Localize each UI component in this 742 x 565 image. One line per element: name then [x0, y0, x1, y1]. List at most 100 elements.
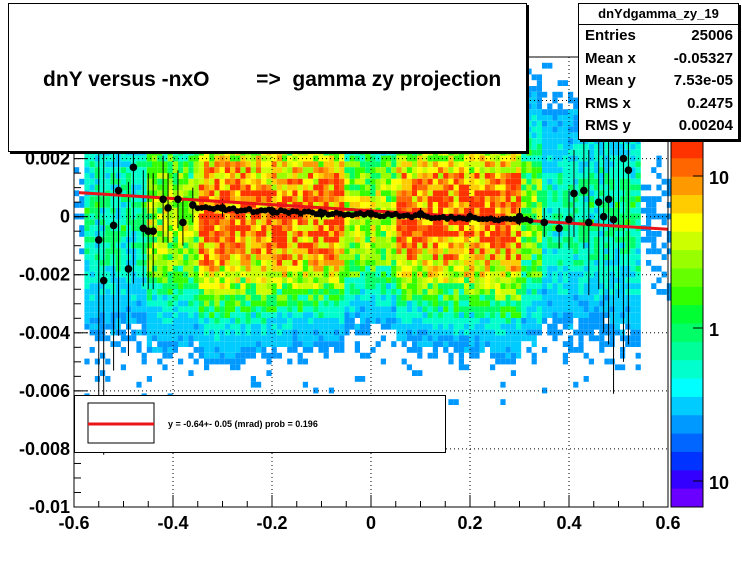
heatmap-cell: [219, 312, 225, 318]
heatmap-cell: [380, 300, 386, 307]
heatmap-cell: [536, 271, 542, 278]
heatmap-cell: [630, 219, 636, 226]
heatmap-cell: [287, 294, 293, 301]
heatmap-cell: [360, 202, 366, 208]
heatmap-cell: [224, 161, 230, 168]
heatmap-cell: [417, 294, 423, 301]
heatmap-cell: [84, 196, 90, 202]
heatmap-cell: [224, 289, 230, 295]
heatmap-cell: [188, 370, 194, 376]
heatmap-cell: [552, 277, 558, 284]
heatmap-cell: [505, 341, 511, 347]
heatmap-cell: [266, 289, 272, 295]
heatmap-cell: [630, 196, 636, 202]
heatmap-cell: [500, 265, 506, 272]
heatmap-cell: [146, 265, 152, 272]
heatmap-cell: [339, 318, 345, 324]
heatmap-cell: [178, 207, 184, 214]
heatmap-cell: [230, 277, 236, 284]
heatmap-cell: [521, 155, 527, 162]
heatmap-cell: [448, 306, 454, 313]
heatmap-cell: [432, 341, 438, 347]
heatmap-cell: [94, 167, 100, 173]
heatmap-cell: [417, 196, 423, 202]
heatmap-cell: [193, 283, 199, 289]
heatmap-cell: [635, 352, 641, 359]
heatmap-cell: [146, 271, 152, 278]
heatmap-cell: [292, 347, 298, 353]
heatmap-cell: [219, 173, 225, 179]
heatmap-cell: [297, 155, 303, 162]
heatmap-cell: [453, 335, 459, 342]
heatmap-cell: [630, 271, 636, 278]
heatmap-cell: [536, 178, 542, 185]
heatmap-cell: [354, 260, 360, 266]
heatmap-cell: [256, 173, 262, 179]
heatmap-cell: [505, 242, 511, 249]
heatmap-cell: [339, 347, 345, 353]
heatmap-cell: [578, 329, 584, 336]
heatmap-cell: [391, 231, 397, 237]
heatmap-cell: [599, 167, 605, 173]
heatmap-cell: [438, 190, 444, 197]
heatmap-cell: [370, 312, 376, 318]
heatmap-cell: [505, 155, 511, 162]
heatmap-cell: [146, 341, 152, 347]
heatmap-cell: [334, 202, 340, 208]
heatmap-cell: [531, 196, 537, 202]
heatmap-cell: [448, 190, 454, 197]
heatmap-cell: [412, 289, 418, 295]
heatmap-cell: [599, 283, 605, 289]
heatmap-cell: [630, 242, 636, 249]
heatmap-cell: [271, 300, 277, 307]
heatmap-cell: [412, 161, 418, 168]
heatmap-cell: [422, 167, 428, 173]
heatmap-cell: [302, 300, 308, 307]
heatmap-cell: [209, 236, 215, 243]
heatmap-cell: [172, 236, 178, 243]
heatmap-cell: [141, 155, 147, 162]
heatmap-cell: [453, 225, 459, 231]
heatmap-cell: [209, 277, 215, 284]
heatmap-cell: [396, 242, 402, 249]
heatmap-cell: [126, 149, 132, 156]
heatmap-cell: [245, 277, 251, 284]
heatmap-cell: [500, 277, 506, 284]
heatmap-cell: [625, 207, 631, 214]
heatmap-cell: [474, 289, 480, 295]
heatmap-cell: [240, 149, 246, 156]
heatmap-cell: [328, 219, 334, 226]
heatmap-cell: [583, 300, 589, 307]
heatmap-cell: [318, 178, 324, 185]
heatmap-cell: [214, 306, 220, 313]
heatmap-cell: [594, 178, 600, 185]
heatmap-cell: [318, 294, 324, 301]
heatmap-cell: [256, 381, 262, 388]
heatmap-cell: [235, 225, 241, 231]
heatmap-cell: [193, 347, 199, 353]
heatmap-cell: [349, 265, 355, 272]
heatmap-cell: [287, 149, 293, 156]
heatmap-cell: [204, 178, 210, 185]
heatmap-cell: [474, 231, 480, 237]
heatmap-cell: [365, 167, 371, 173]
heatmap-cell: [516, 341, 522, 347]
heatmap-cell: [339, 184, 345, 191]
heatmap-cell: [417, 265, 423, 272]
heatmap-cell: [344, 254, 350, 260]
heatmap-cell: [568, 289, 574, 295]
heatmap-cell: [443, 329, 449, 336]
heatmap-cell: [256, 300, 262, 307]
heatmap-cell: [386, 196, 392, 202]
heatmap-cell: [588, 277, 594, 284]
heatmap-cell: [557, 80, 563, 86]
heatmap-cell: [214, 265, 220, 272]
heatmap-cell: [334, 236, 340, 243]
heatmap-cell: [323, 283, 329, 289]
heatmap-cell: [235, 318, 241, 324]
heatmap-cell: [256, 248, 262, 255]
heatmap-cell: [557, 207, 563, 214]
heatmap-cell: [620, 178, 626, 185]
heatmap-cell: [386, 202, 392, 208]
heatmap-cell: [578, 300, 584, 307]
